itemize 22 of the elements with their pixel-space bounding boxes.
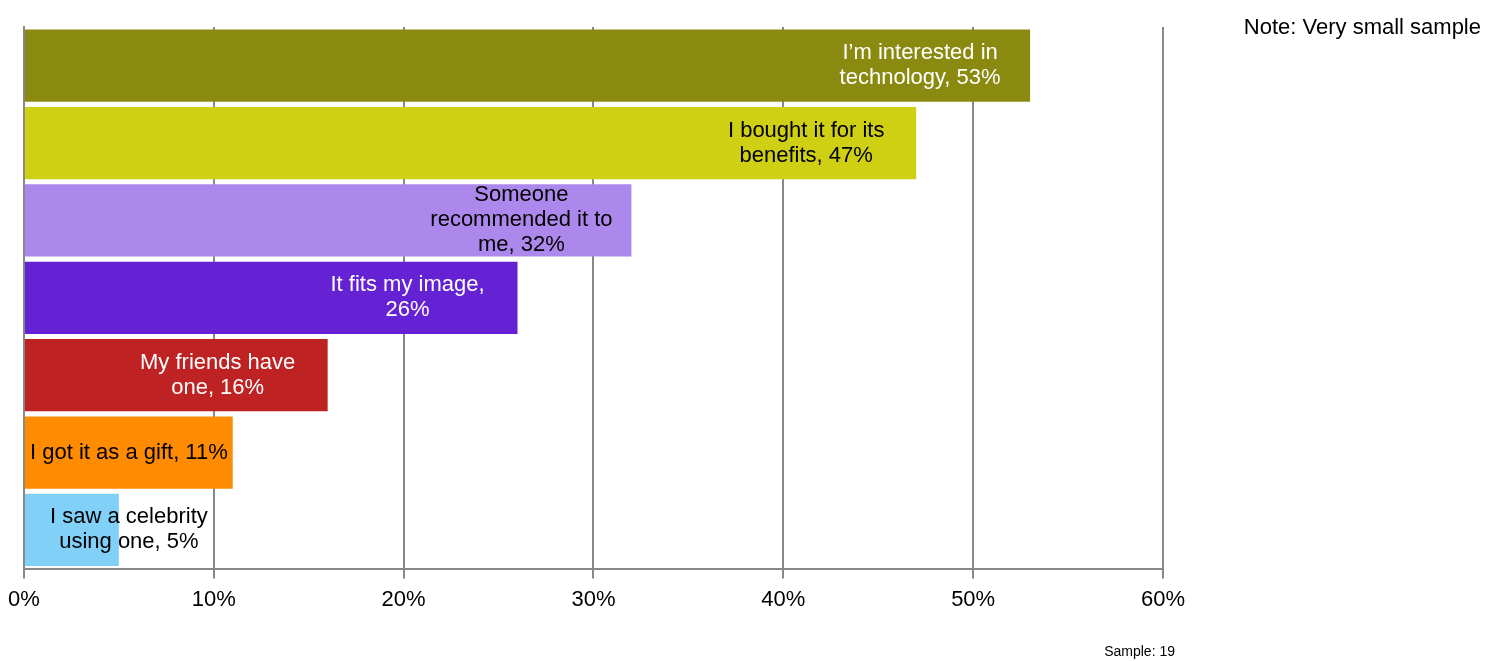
data-label: I saw a celebrity using one, 5% [50,503,208,554]
x-tick-label: 50% [951,585,996,611]
data-label: I bought it for its benefits, 47% [727,116,885,167]
bar [24,106,917,180]
x-tick-label: 10% [191,585,236,611]
data-label: Someone recommended it to me, 32% [430,181,613,257]
bar [24,261,518,334]
x-tick-label: 0% [8,585,40,611]
text: Sample: 19 [1104,643,1175,659]
data-label: My friends have one, 16% [140,348,296,399]
data-label: I got it as a gift, 11% [30,438,228,464]
data-label: It fits my image, 26% [330,271,485,322]
bar [24,29,1031,102]
bar [24,184,632,257]
data-label: I’m interested in technology, 53% [839,39,1001,90]
x-tick-label: 40% [761,585,806,611]
bar [24,339,328,412]
x-tick-label: 30% [571,585,616,611]
x-tick-label: 60% [1140,585,1186,611]
x-tick-label: 20% [381,585,426,611]
text: Note: Very small sample [1243,14,1481,40]
bar [24,416,233,489]
